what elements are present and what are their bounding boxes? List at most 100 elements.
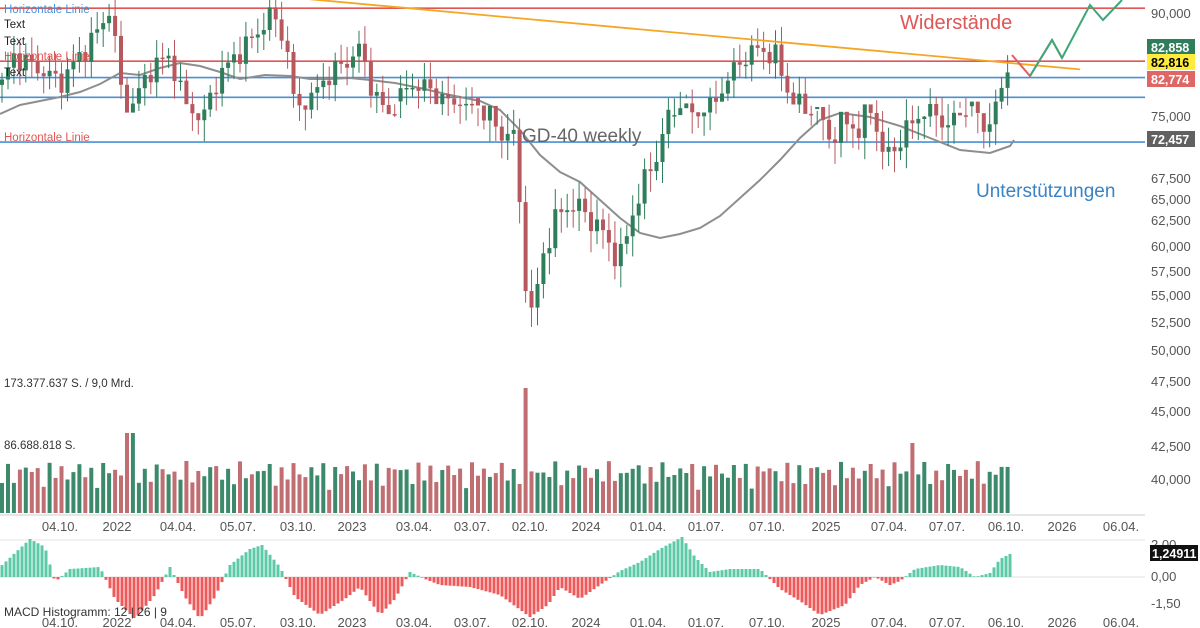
- macd-bar: [20, 546, 24, 577]
- candle: [101, 23, 106, 30]
- candle: [410, 87, 415, 90]
- candle: [666, 109, 671, 135]
- candle: [559, 209, 564, 213]
- volume-bar: [696, 489, 701, 513]
- macd-bar: [912, 569, 916, 577]
- candle: [952, 112, 956, 126]
- macd-bar: [964, 571, 968, 577]
- macd-bar: [516, 577, 520, 609]
- macd-bar: [340, 577, 344, 601]
- candlesticks[interactable]: [0, 0, 1010, 327]
- candle: [755, 45, 760, 48]
- macd-bar: [236, 558, 240, 577]
- volume-bar: [839, 461, 843, 513]
- candle: [511, 129, 516, 134]
- volume-bar: [725, 477, 730, 513]
- volume-bar: [511, 469, 516, 513]
- volume-bar: [922, 462, 927, 513]
- macd-bar: [36, 543, 40, 577]
- candle: [672, 115, 677, 117]
- macd-bar: [128, 577, 132, 614]
- volume-bar: [601, 481, 605, 513]
- candle: [1005, 72, 1010, 88]
- macd-bar: [224, 573, 228, 577]
- chart-label: Horizontale Linie: [4, 51, 90, 63]
- volume-bar: [368, 480, 373, 513]
- volume-bar: [89, 467, 94, 513]
- macd-bar: [716, 570, 720, 577]
- volume-bar: [505, 480, 510, 513]
- volume-bar: [226, 468, 231, 513]
- macd-bar: [560, 577, 564, 589]
- volume-bar: [761, 471, 766, 513]
- annotation-support: Unterstützungen: [976, 181, 1115, 202]
- volume-bar: [714, 464, 718, 513]
- volume-bar: [904, 471, 909, 513]
- price-tick: 47,500: [1151, 374, 1191, 389]
- volume-bar: [380, 485, 385, 513]
- macd-bar: [968, 573, 972, 577]
- volume-bar: [148, 481, 153, 513]
- macd-bar: [304, 577, 308, 605]
- candle: [624, 236, 629, 244]
- volume-bar: [642, 483, 647, 513]
- candle: [458, 104, 463, 107]
- macd-bar: [804, 577, 808, 606]
- price-badge: [1147, 71, 1195, 87]
- macd-bar: [732, 569, 736, 577]
- volume-bar: [476, 475, 480, 513]
- time-label-bottom: 01.07.: [688, 615, 724, 628]
- volume-bar: [17, 469, 22, 513]
- macd-bar: [688, 549, 692, 577]
- volume-bar: [535, 472, 540, 513]
- macd-bar: [444, 577, 448, 586]
- trendline[interactable]: [200, 0, 1081, 71]
- candle: [904, 120, 909, 148]
- macd-bar: [160, 577, 164, 582]
- candle: [23, 54, 28, 71]
- candle: [333, 60, 338, 85]
- macd-bar: [640, 560, 644, 577]
- candle: [309, 92, 314, 110]
- volume-bar: [362, 464, 367, 513]
- candle: [404, 88, 409, 90]
- macd-bar: [44, 550, 48, 577]
- time-label: 02.10.: [512, 519, 548, 534]
- macd-histogram: [0, 537, 1012, 618]
- volume-bar: [339, 474, 344, 513]
- candle: [648, 169, 653, 172]
- volume-bar: [196, 471, 201, 513]
- candle: [690, 103, 695, 113]
- forecast-path[interactable]: [1011, 0, 1123, 78]
- volume-bar: [815, 467, 820, 513]
- candle: [898, 147, 903, 152]
- candle: [565, 210, 570, 213]
- volume-bar: [821, 472, 826, 513]
- macd-bar: [760, 571, 764, 577]
- candle: [583, 198, 588, 213]
- volume-bar: [624, 472, 629, 513]
- time-label: 04.04.: [160, 519, 196, 534]
- volume-bar: [487, 476, 492, 513]
- volume-bar: [422, 480, 427, 513]
- macd-bar: [312, 577, 316, 611]
- candle: [577, 198, 582, 211]
- candle: [398, 88, 403, 102]
- time-label-bottom: 03.07.: [454, 615, 490, 628]
- volume-bar: [333, 467, 338, 513]
- horizontal-lines[interactable]: [0, 7, 1145, 143]
- macd-bar: [260, 545, 264, 577]
- macd-bar: [656, 550, 660, 577]
- candle: [357, 43, 361, 57]
- candle: [785, 75, 790, 93]
- macd-bar: [668, 543, 672, 577]
- volume-bar: [273, 485, 278, 513]
- candle: [107, 15, 112, 24]
- time-label-bottom: 2022: [103, 615, 132, 628]
- macd-bar: [396, 577, 400, 594]
- macd-bar: [280, 571, 284, 577]
- macd-bar: [156, 577, 160, 590]
- candle: [791, 92, 796, 105]
- volume-bar: [23, 467, 28, 513]
- volume-bar: [958, 476, 962, 513]
